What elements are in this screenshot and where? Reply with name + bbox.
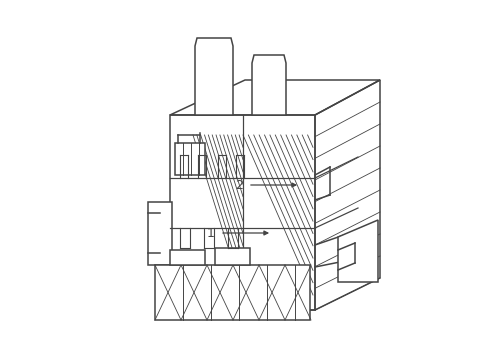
Polygon shape: [251, 55, 285, 115]
Circle shape: [208, 57, 219, 67]
Circle shape: [264, 73, 273, 82]
Polygon shape: [314, 80, 379, 310]
Circle shape: [260, 69, 278, 87]
Polygon shape: [170, 80, 379, 115]
Polygon shape: [337, 220, 377, 282]
Circle shape: [149, 224, 167, 242]
Polygon shape: [175, 143, 204, 175]
Polygon shape: [155, 265, 309, 320]
Polygon shape: [148, 202, 172, 265]
Circle shape: [203, 52, 224, 72]
Polygon shape: [170, 250, 204, 265]
Text: 1: 1: [207, 226, 215, 239]
Polygon shape: [195, 38, 232, 115]
Polygon shape: [170, 115, 314, 310]
Polygon shape: [215, 248, 249, 265]
Text: 2: 2: [235, 179, 243, 192]
Circle shape: [353, 246, 371, 264]
